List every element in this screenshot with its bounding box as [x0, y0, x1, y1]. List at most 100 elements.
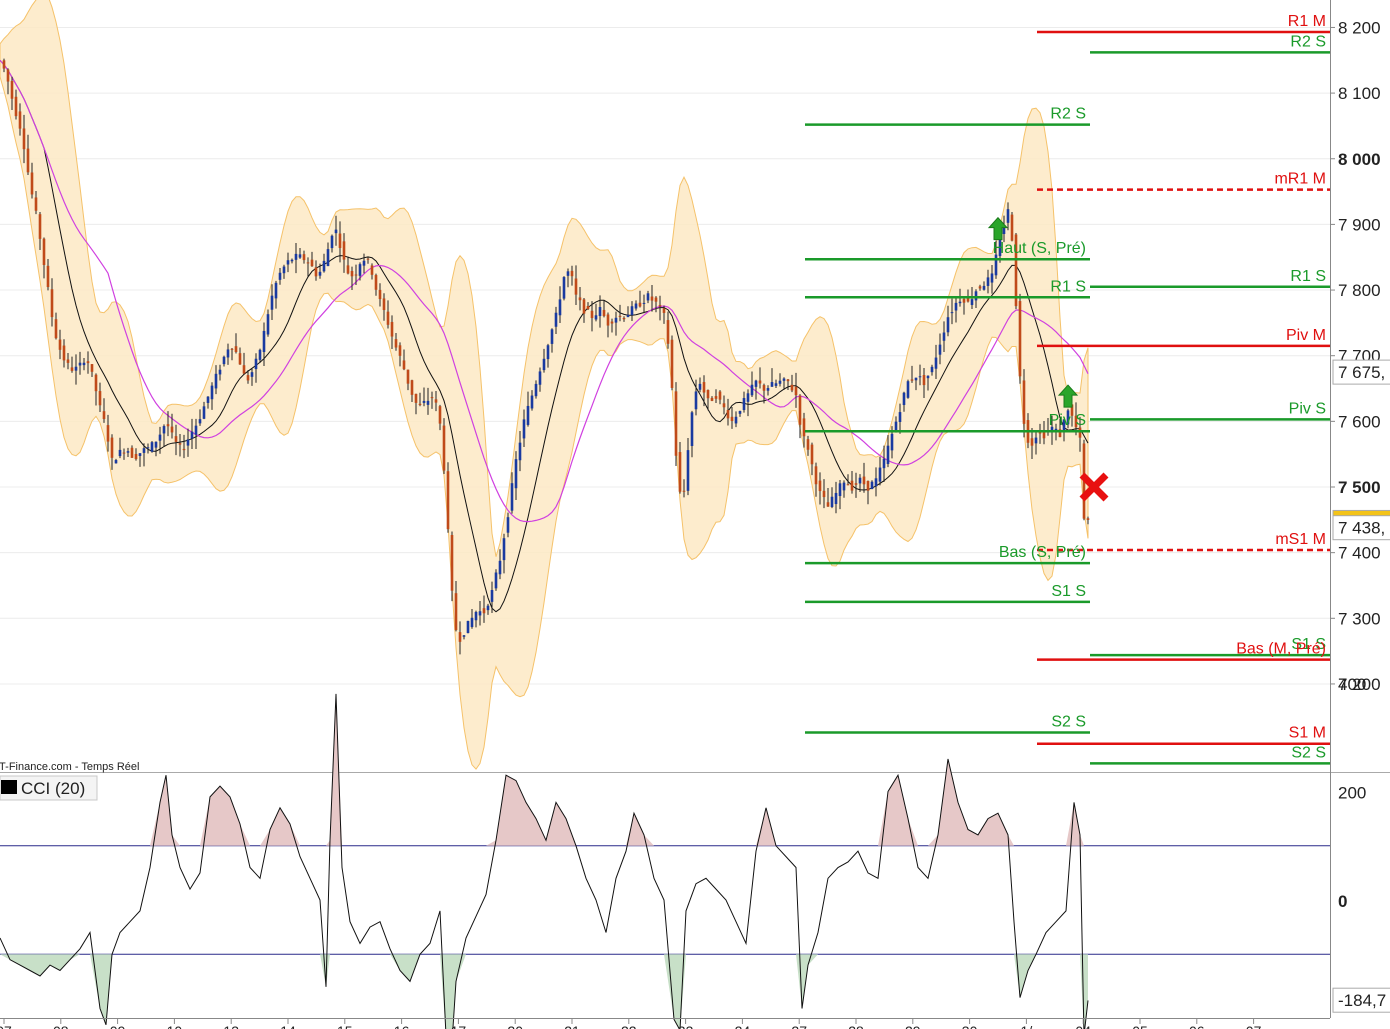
candle-body	[1018, 301, 1022, 377]
candle-body	[694, 391, 698, 410]
candle	[758, 367, 762, 389]
price-tag-label: 7 675,	[1338, 363, 1385, 382]
candle-body	[30, 172, 34, 195]
candle	[306, 257, 310, 278]
candle-body	[98, 391, 102, 406]
price-tag-box	[1332, 359, 1390, 385]
candle	[702, 375, 706, 407]
candle-body	[510, 483, 514, 511]
candle	[442, 418, 446, 474]
candle-body	[106, 425, 110, 442]
pivot-level-label: R1 S	[1050, 278, 1086, 295]
candle-body	[998, 239, 1002, 257]
candle-body	[322, 260, 326, 272]
candle	[654, 296, 658, 313]
candle	[470, 608, 474, 629]
candle	[642, 294, 646, 314]
x-tick-label: 24	[735, 1023, 751, 1029]
candle	[886, 434, 890, 468]
candle	[862, 462, 866, 493]
candle	[242, 352, 246, 375]
candle	[674, 382, 678, 467]
candle	[462, 635, 466, 640]
sell-cross-stroke	[1079, 472, 1109, 502]
candle	[278, 267, 282, 285]
candle	[726, 398, 730, 426]
candle	[54, 312, 58, 340]
candle	[502, 533, 506, 574]
candle-body	[730, 416, 734, 422]
candle-body	[954, 302, 958, 311]
candle-body	[286, 260, 290, 265]
signal-markers	[987, 216, 1109, 502]
candle-body	[1086, 518, 1090, 520]
candle-body	[250, 372, 254, 377]
candle-body	[518, 442, 522, 461]
candle-body	[462, 635, 466, 637]
candle-body	[762, 385, 766, 391]
candle-body	[918, 376, 922, 378]
candle	[270, 284, 274, 320]
candle	[438, 404, 442, 431]
candle-body	[246, 375, 250, 381]
x-tick-label: 15	[337, 1023, 353, 1029]
candle	[806, 435, 810, 456]
candle-body	[682, 490, 686, 492]
candle	[930, 364, 934, 376]
candle	[982, 281, 986, 291]
candle-body	[962, 298, 966, 303]
candle-body	[158, 434, 162, 441]
candle	[414, 393, 418, 415]
candle-body	[50, 289, 54, 318]
candle	[846, 474, 850, 486]
candle	[850, 471, 854, 494]
candle	[770, 368, 774, 387]
candle-body	[562, 277, 566, 299]
candle	[494, 569, 498, 591]
candle-body	[62, 345, 66, 361]
pivot-level-label: S2 S	[1291, 744, 1326, 761]
moving-averages	[0, 59, 1089, 613]
candle	[350, 266, 354, 291]
candle-body	[550, 329, 554, 344]
candle-body	[318, 271, 322, 276]
candle	[1010, 211, 1014, 242]
candle	[766, 385, 770, 396]
candle-body	[90, 364, 94, 372]
candle-body	[678, 452, 682, 492]
candle	[742, 391, 746, 413]
cci-last-label: -184,7	[1338, 991, 1386, 1010]
candle	[978, 284, 982, 291]
candle	[282, 264, 286, 279]
candle-body	[1014, 234, 1018, 307]
candle-body	[594, 315, 598, 320]
candle	[810, 442, 814, 476]
candle	[174, 424, 178, 456]
candle	[918, 364, 922, 386]
candle-body	[338, 233, 342, 249]
candle-body	[514, 459, 518, 489]
candle	[142, 443, 146, 467]
candle-body	[490, 590, 494, 602]
candle	[594, 303, 598, 322]
candle	[390, 315, 394, 350]
candle	[590, 301, 594, 332]
candle	[446, 462, 450, 533]
candle	[338, 221, 342, 263]
candle-body	[1034, 437, 1038, 444]
pivot-level-label: Piv S	[1289, 400, 1326, 417]
candle-body	[670, 339, 674, 388]
candle-body	[970, 299, 974, 305]
x-tick-label: 13	[223, 1023, 239, 1029]
candle	[198, 409, 202, 426]
candle-body	[238, 353, 242, 365]
candle-body	[1078, 427, 1082, 438]
cci-oversold-fill	[0, 954, 1088, 1029]
candle-body	[122, 452, 126, 454]
candle-body	[690, 412, 694, 446]
candle	[778, 373, 782, 387]
candle	[230, 347, 234, 361]
candle	[362, 253, 366, 274]
candle	[46, 259, 50, 291]
